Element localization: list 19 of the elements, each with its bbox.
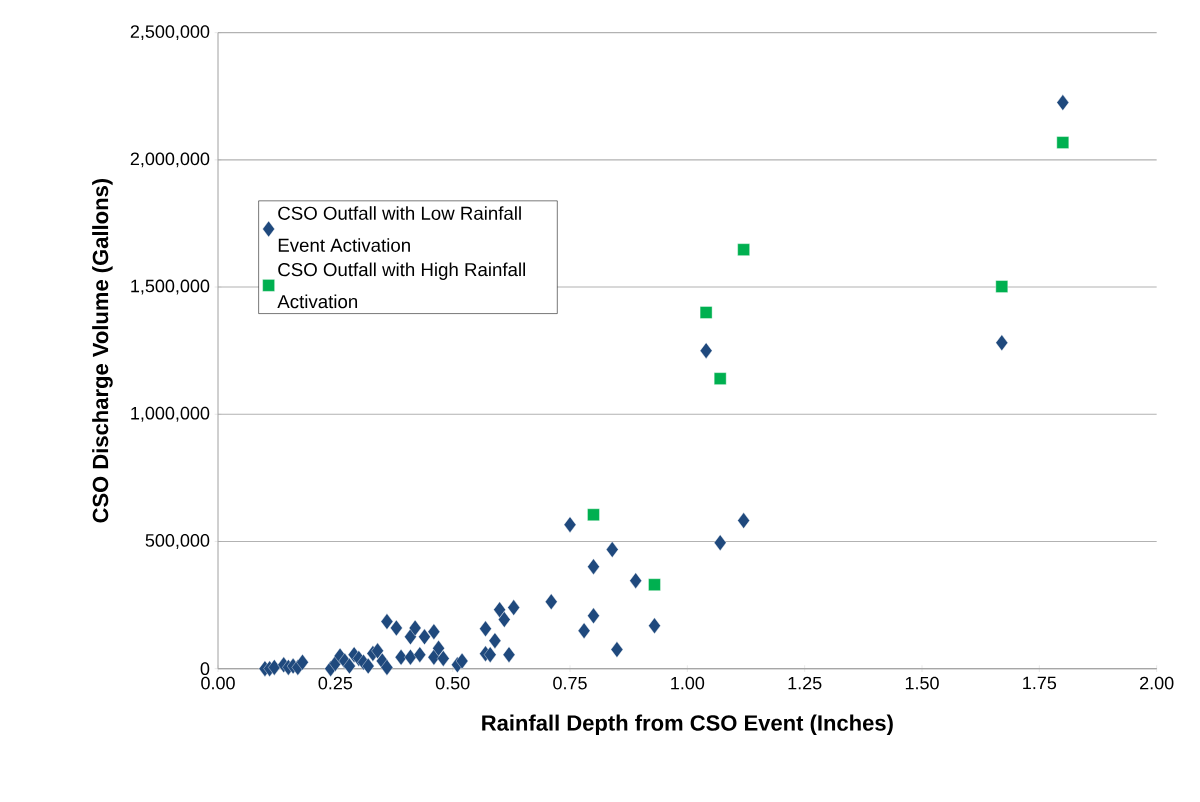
y-axis-title: CSO Discharge Volume (Gallons) [92,178,113,523]
y-tick-label: 2,000,000 [130,152,210,168]
y-tick-label: 2,500,000 [130,25,210,41]
x-axis-title: Rainfall Depth from CSO Event (Inches) [482,714,893,736]
x-tick-label: 0.25 [318,676,353,690]
legend-label: CSO Outfall with High Rainfall Activation [277,262,525,309]
y-tick-label: 0 [200,662,210,676]
x-tick-label: 1.75 [1023,676,1057,690]
y-tick-label: 500,000 [145,534,210,549]
x-tick-label: 0.00 [201,676,235,690]
x-tick-label: 0.50 [435,676,470,690]
y-tick-label: 1,000,000 [131,406,210,422]
x-tick-label: 0.75 [553,676,587,690]
x-tick-label: 1.50 [905,676,939,690]
y-tick-label: 1,500,000 [131,279,210,295]
x-tick-label: 2.00 [1140,676,1174,690]
x-tick-label: 1.25 [788,676,822,690]
x-tick-label: 1.00 [671,676,705,690]
legend-label: CSO Outfall with Low Rainfall Event Activation [278,206,521,252]
